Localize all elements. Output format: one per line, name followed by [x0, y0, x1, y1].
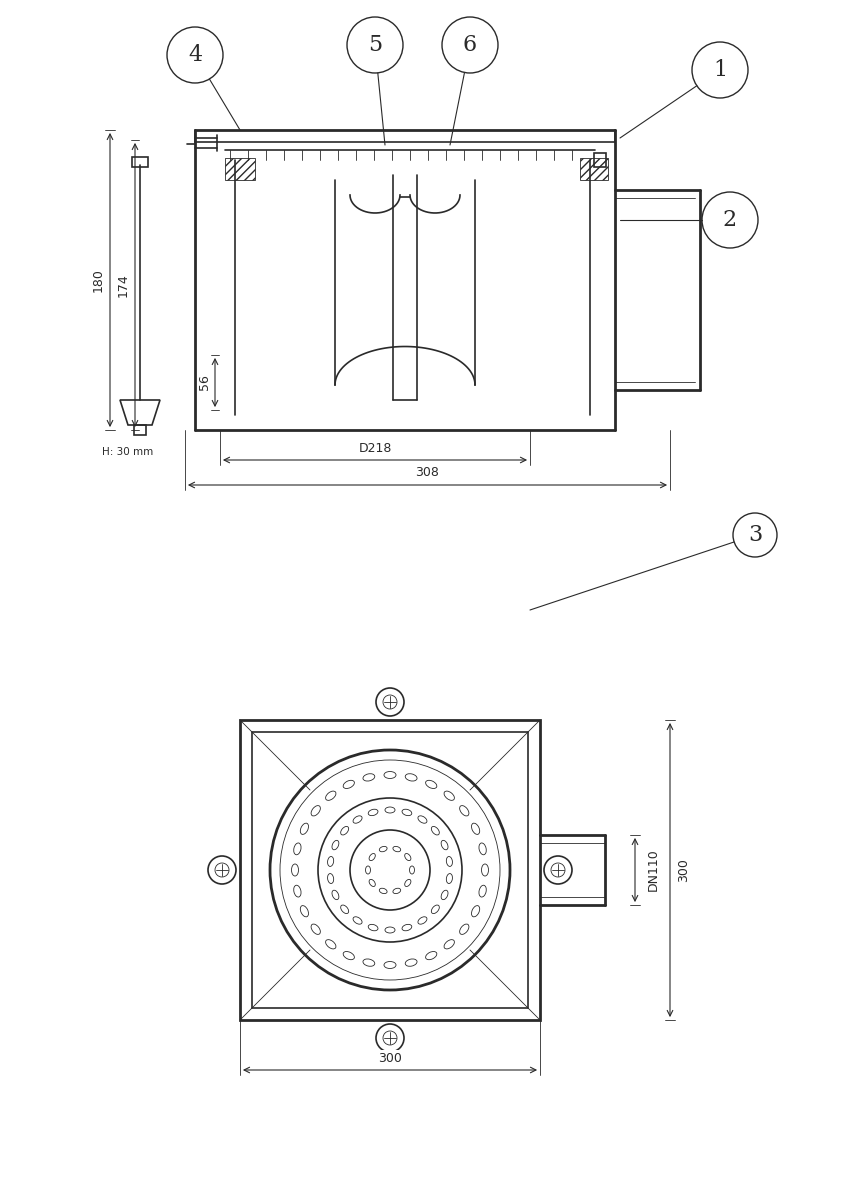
Text: DN110: DN110	[647, 848, 660, 892]
Text: 6: 6	[463, 34, 477, 56]
Text: 174: 174	[116, 274, 129, 296]
Text: D218: D218	[358, 442, 392, 455]
Bar	[594, 152, 606, 167]
Bar	[134, 425, 146, 434]
Text: H: 30 mm: H: 30 mm	[102, 446, 153, 457]
Bar	[240, 720, 540, 1020]
Text: 56: 56	[199, 374, 212, 390]
Bar	[252, 732, 528, 1008]
Text: 5: 5	[368, 34, 382, 56]
Text: 300: 300	[677, 858, 690, 882]
Text: 4: 4	[188, 44, 202, 66]
Text: 300: 300	[378, 1051, 402, 1064]
Text: 1: 1	[713, 59, 727, 80]
Bar	[132, 157, 148, 167]
Text: 2: 2	[723, 209, 737, 230]
Text: 180: 180	[92, 268, 105, 292]
Text: 3: 3	[748, 524, 762, 546]
Text: 308: 308	[415, 467, 440, 480]
